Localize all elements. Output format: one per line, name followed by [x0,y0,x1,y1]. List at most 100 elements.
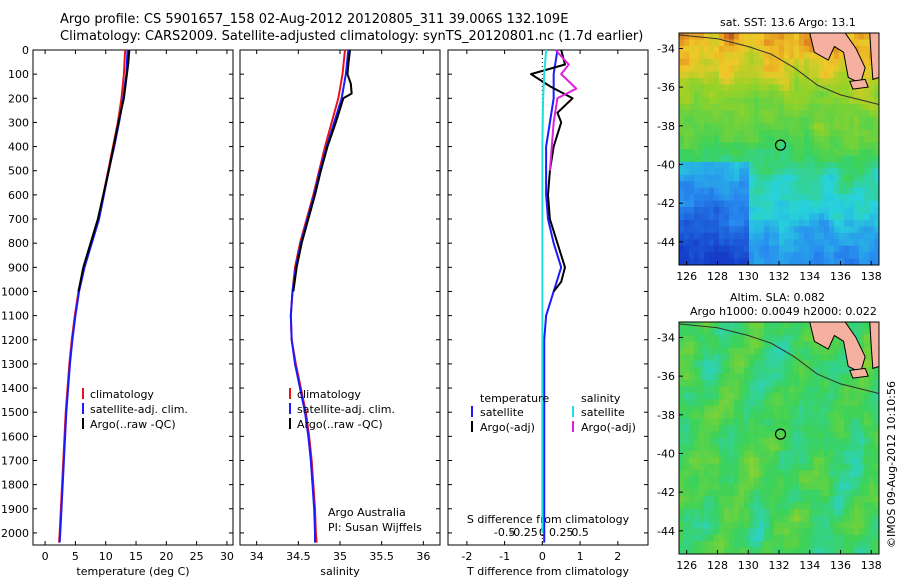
map-cell [779,328,785,336]
map-cell [829,123,835,131]
map-cell [784,541,790,549]
map-cell [809,200,815,208]
map-cell [724,213,730,221]
map-cell [829,508,835,516]
map-cell [824,194,830,202]
map-cell [774,123,780,131]
map-cell [764,386,770,394]
map-cell [754,123,760,131]
map-cell [719,103,725,111]
legend-group-title: temperature [480,392,549,405]
map-cell [709,528,715,536]
map-cell [769,508,775,516]
map-cell [854,91,860,98]
x-tick-label: 2 [614,550,621,563]
series-line-sal-0 [289,49,346,543]
map-cell [714,470,720,478]
map-cell [809,444,815,452]
map-cell [774,232,780,240]
map-cell [774,84,780,92]
map-cell [729,392,735,400]
map-cell [699,425,705,433]
map-cell [739,78,745,86]
map-cell [694,418,700,426]
map-cell [759,200,765,208]
map-cell [824,187,830,195]
map-cell [704,239,710,247]
map-cell [784,463,790,471]
map-cell [689,142,695,150]
map-cell [874,232,880,240]
map-cell [799,116,805,124]
map-cell [799,328,805,336]
map-cell [799,496,805,503]
map-cell [819,58,825,66]
map-cell [684,213,690,221]
map-cell [694,463,700,471]
map-cell [869,245,875,253]
map-cell [809,521,815,529]
map-cell [844,226,850,234]
map-cell [729,431,735,439]
map-cell [834,219,840,227]
map-cell [719,392,725,400]
map-cell [744,328,750,336]
map-cell [869,110,875,118]
map-cell [774,367,780,375]
map-cell [834,116,840,124]
map-cell [704,110,710,118]
map-cell [874,97,880,105]
map-cell [824,373,830,381]
map-cell [859,149,865,156]
map-cell [784,174,790,182]
map-cell [749,502,755,510]
map-cell [759,457,765,465]
map-cell [714,149,720,156]
map-cell [804,334,810,342]
map-cell [704,541,710,549]
map-cell [714,78,720,86]
map-cell [724,547,730,555]
map-cell [799,136,805,144]
map-cell [719,207,725,214]
map-cell [779,508,785,516]
map-cell [814,252,820,260]
map-cell [804,129,810,137]
map-cell [804,399,810,407]
map-cell [759,71,765,79]
map-cell [809,194,815,202]
map-cell [689,123,695,131]
map-cell [744,33,750,40]
map-cell [874,425,880,433]
map-cell [814,91,820,98]
map-cell [749,405,755,413]
map-cell [834,142,840,150]
map-cell [809,412,815,420]
map-cell [804,547,810,555]
map-cell [769,425,775,433]
map-cell [819,508,825,516]
map-cell [684,508,690,516]
map-cell [774,534,780,542]
map-cell [874,457,880,465]
map-cell [679,438,685,445]
map-cell [864,444,870,452]
map-cell [774,52,780,60]
map-cell [809,528,815,536]
map-cell [739,232,745,240]
map-cell [779,103,785,111]
map-cell [714,207,720,214]
map-cell [824,360,830,368]
map-cell [754,444,760,452]
map-cell [679,232,685,240]
map-cell [764,232,770,240]
map-cell [849,450,855,458]
map-cell [709,470,715,478]
map-cell [839,489,845,497]
map-cell [869,360,875,368]
map-cell [689,534,695,542]
map-cell [744,232,750,240]
map-cell [719,252,725,260]
map-cell [774,457,780,465]
map-cell [764,149,770,156]
